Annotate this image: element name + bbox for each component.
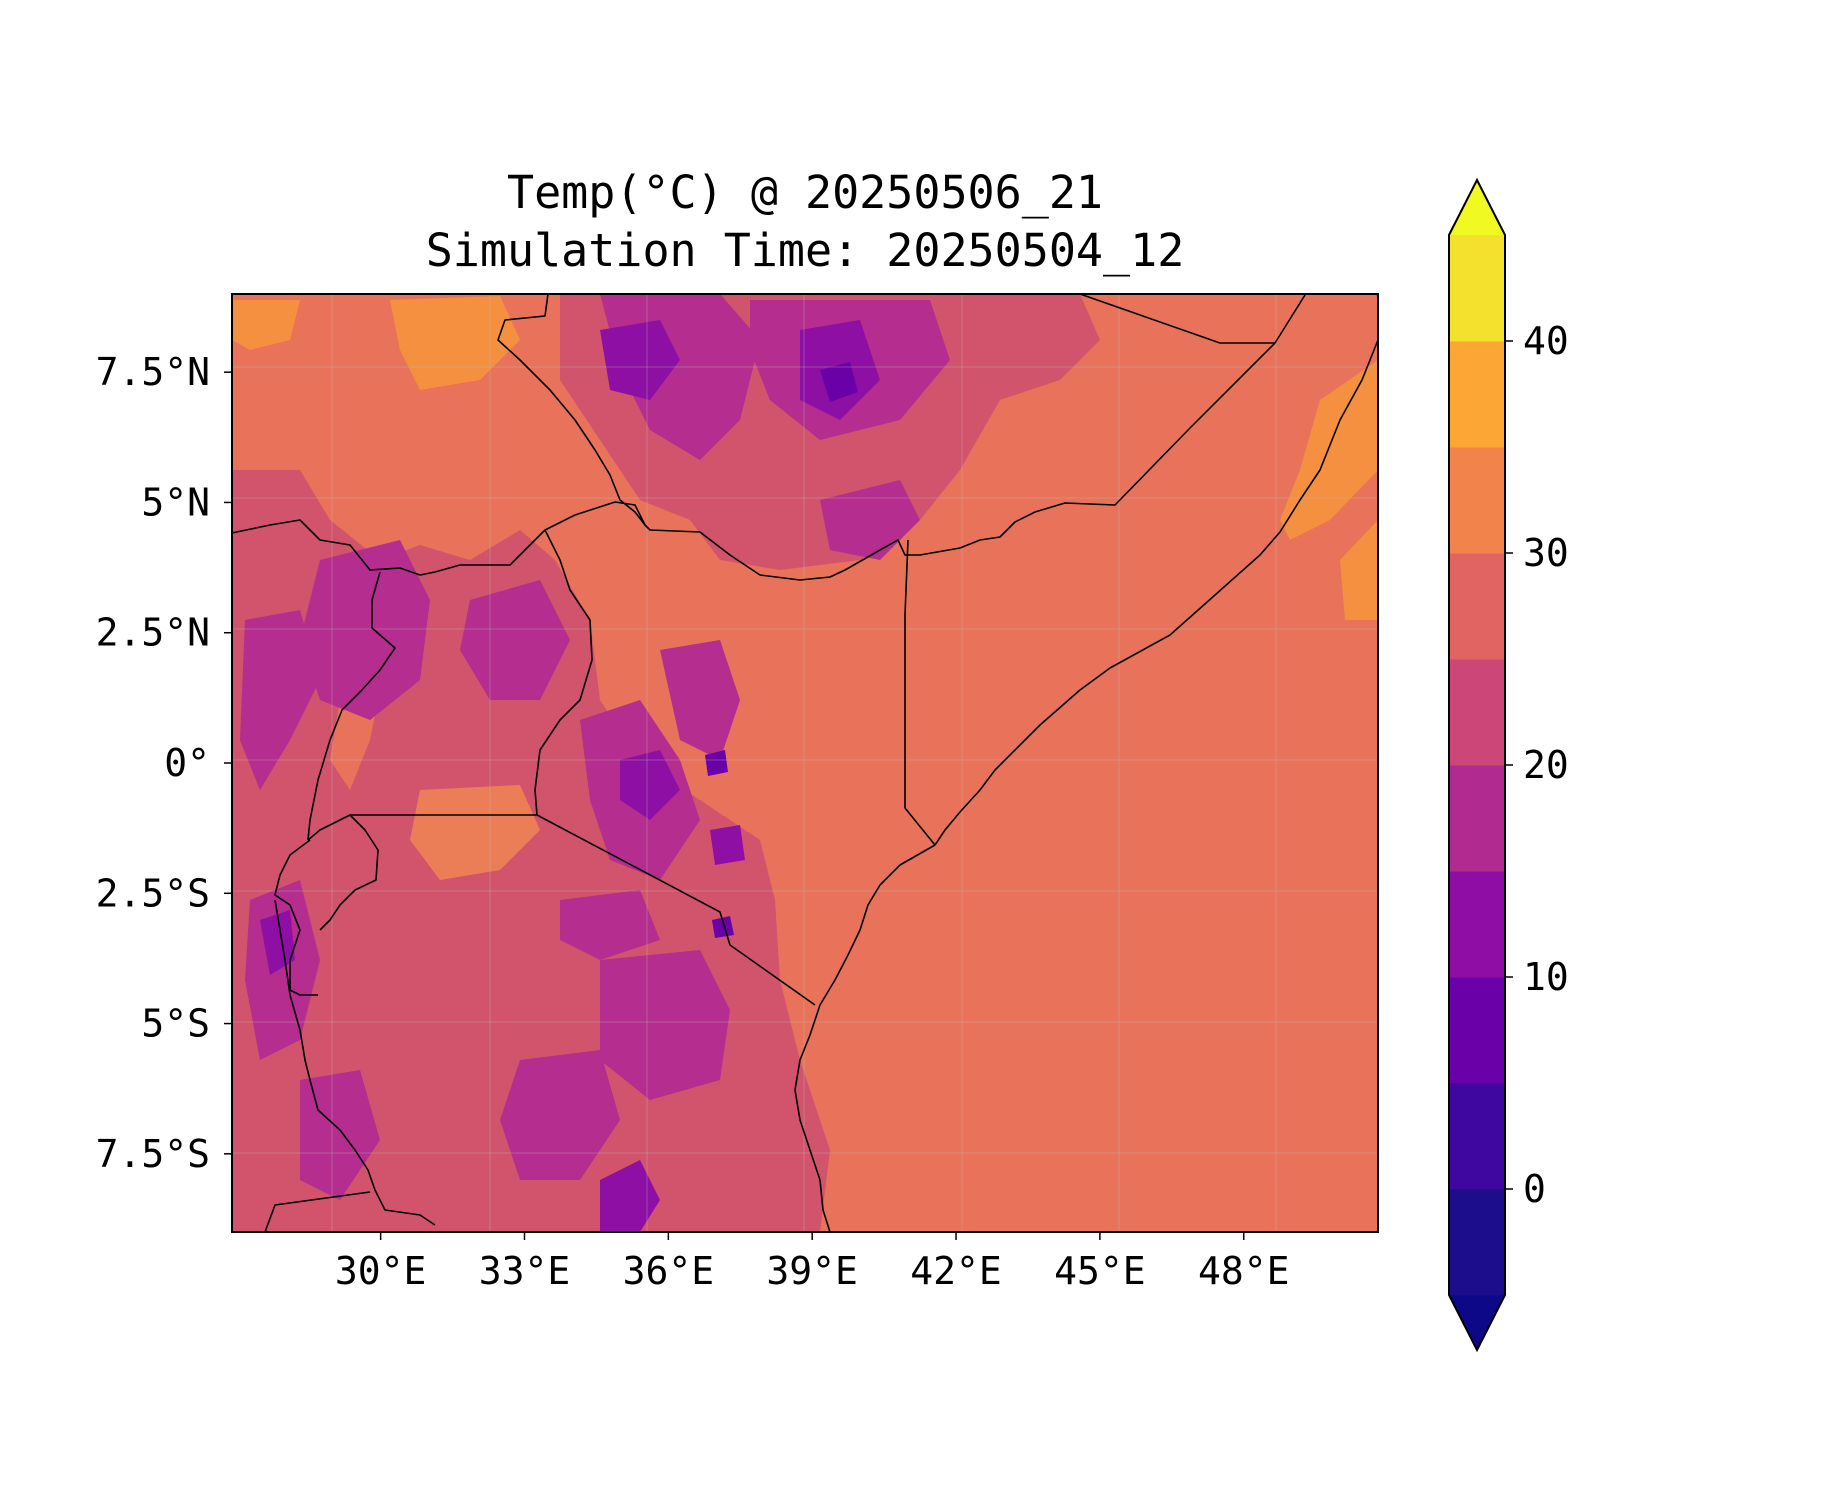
y-tick-label: 7.5°N [96,350,210,394]
map-panel [232,294,1378,1232]
colorbar-band [1449,341,1505,448]
x-tick-label: 30°E [335,1249,427,1293]
colorbar-band [1449,235,1505,342]
y-tick-label: 2.5°S [96,871,210,915]
y-axis: 7.5°N 5°N 2.5°N 0° 2.5°S 5°S 7.5°S [96,350,232,1176]
colorbar-band [1449,1083,1505,1190]
colorbar-band [1449,659,1505,766]
colorbar-tick-label: 20 [1523,743,1569,787]
colorbar-band [1449,765,1505,872]
colorbar-band [1449,1189,1505,1296]
colorbar-tick-label: 0 [1523,1167,1546,1211]
x-tick-label: 45°E [1054,1249,1146,1293]
y-tick-label: 2.5°N [96,611,210,655]
y-tick-label: 5°N [141,480,210,524]
colorbar: 0 10 20 30 40 [1448,177,1569,1353]
x-tick-label: 33°E [479,1249,571,1293]
map-title-line2: Simulation Time: 20250504_12 [425,224,1185,277]
colorbar-tick-label: 40 [1523,319,1569,363]
colorbar-tick-label: 30 [1523,531,1569,575]
colorbar-band [1449,871,1505,978]
field-somaliaeast-30-35 [1340,520,1378,620]
x-tick-label: 48°E [1198,1249,1290,1293]
field-5-10-patches [705,362,858,938]
country-borders [232,294,1378,1232]
colorbar-over-extend [1449,180,1505,235]
map-title-line1: Temp(°C) @ 20250506_21 [506,166,1104,219]
x-tick-label: 42°E [910,1249,1002,1293]
field-somalicoast-30-35 [1280,360,1378,540]
field-tanzania-30-35 [410,785,540,880]
x-tick-label: 39°E [766,1249,858,1293]
y-tick-label: 0° [164,741,210,785]
colorbar-tick-label: 10 [1523,955,1569,999]
colorbar-band [1449,553,1505,660]
colorbar-outline [1448,177,1506,1353]
x-axis: 30°E 33°E 36°E 39°E 42°E 45°E 48°E [335,1232,1290,1293]
y-tick-label: 5°S [141,1002,210,1046]
field-southsudan-30-35 [390,296,520,390]
map-gridlines [232,294,1378,1232]
x-tick-label: 36°E [623,1249,715,1293]
y-tick-label: 7.5°S [96,1132,210,1176]
colorbar-band [1449,447,1505,554]
colorbar-band [1449,977,1505,1084]
field-nw-30-35 [232,300,300,350]
colorbar-under-extend [1449,1295,1505,1350]
